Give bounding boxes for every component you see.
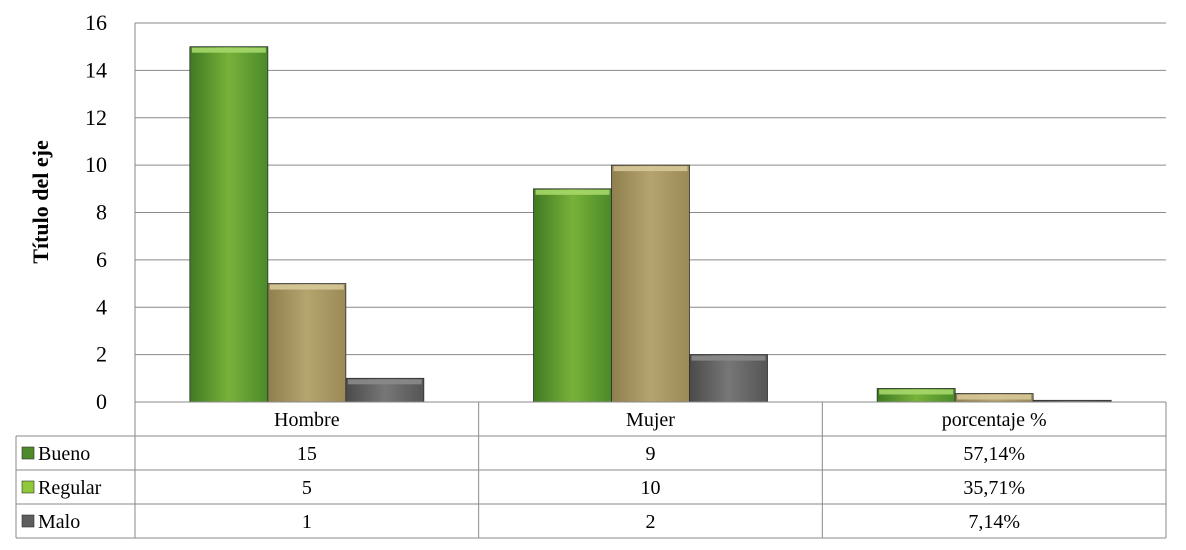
x-category-label: Hombre xyxy=(274,409,340,431)
bar-malo-1 xyxy=(689,354,768,403)
bar-cap xyxy=(879,389,954,395)
legend-label-bueno: Bueno xyxy=(38,443,90,465)
table-cell: 35,71% xyxy=(963,477,1025,499)
y-tick-label: 10 xyxy=(85,152,107,177)
legend-swatch-regular xyxy=(21,480,35,494)
table-cell: 9 xyxy=(646,443,656,465)
legend-label-malo: Malo xyxy=(38,511,80,533)
bar-cap xyxy=(347,379,422,385)
bar-bueno-0 xyxy=(189,46,269,403)
bar-cap xyxy=(957,394,1032,400)
y-tick-label: 12 xyxy=(85,105,107,130)
bar-cap xyxy=(269,284,344,290)
y-tick-label: 14 xyxy=(85,57,107,82)
bar-cap xyxy=(191,47,266,53)
data-table: Hombre Mujer porcentaje %Bueno 15 9 57,14%Reg… xyxy=(15,401,1167,539)
legend-label-regular: Regular xyxy=(38,477,102,499)
table-cell: 7,14% xyxy=(968,511,1020,533)
y-axis: 0 2 4 6 8 10 12 14 16 xyxy=(85,10,136,414)
y-tick-label: 16 xyxy=(85,10,107,35)
y-tick-label: 2 xyxy=(96,342,107,367)
table-cell: 5 xyxy=(302,477,312,499)
bars xyxy=(189,46,1112,403)
bar-bueno-1 xyxy=(533,188,612,403)
table-cell: 57,14% xyxy=(963,443,1025,465)
bar-regular-1 xyxy=(611,164,690,403)
y-tick-label: 4 xyxy=(96,294,107,319)
y-tick-label: 6 xyxy=(96,247,107,272)
table-cell: 15 xyxy=(297,443,317,465)
legend-swatch-malo xyxy=(21,514,35,528)
y-tick-label: 0 xyxy=(96,389,107,414)
table-cell: 2 xyxy=(646,511,656,533)
x-category-label: Mujer xyxy=(626,409,675,431)
bar-regular-0 xyxy=(267,283,347,403)
legend-swatch-bueno xyxy=(21,446,35,460)
table-cell: 1 xyxy=(302,511,312,533)
y-axis-title: Título del eje xyxy=(28,140,53,264)
x-category-label: porcentaje % xyxy=(942,409,1047,431)
bar-cap xyxy=(535,189,610,195)
y-tick-label: 8 xyxy=(96,200,107,225)
table-cell: 10 xyxy=(641,477,661,499)
bar-cap xyxy=(691,355,766,361)
bar-cap xyxy=(613,166,688,172)
